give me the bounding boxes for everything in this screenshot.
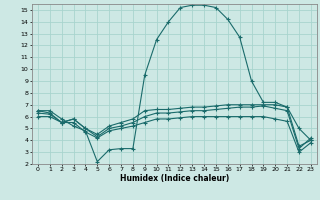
X-axis label: Humidex (Indice chaleur): Humidex (Indice chaleur) — [120, 174, 229, 183]
